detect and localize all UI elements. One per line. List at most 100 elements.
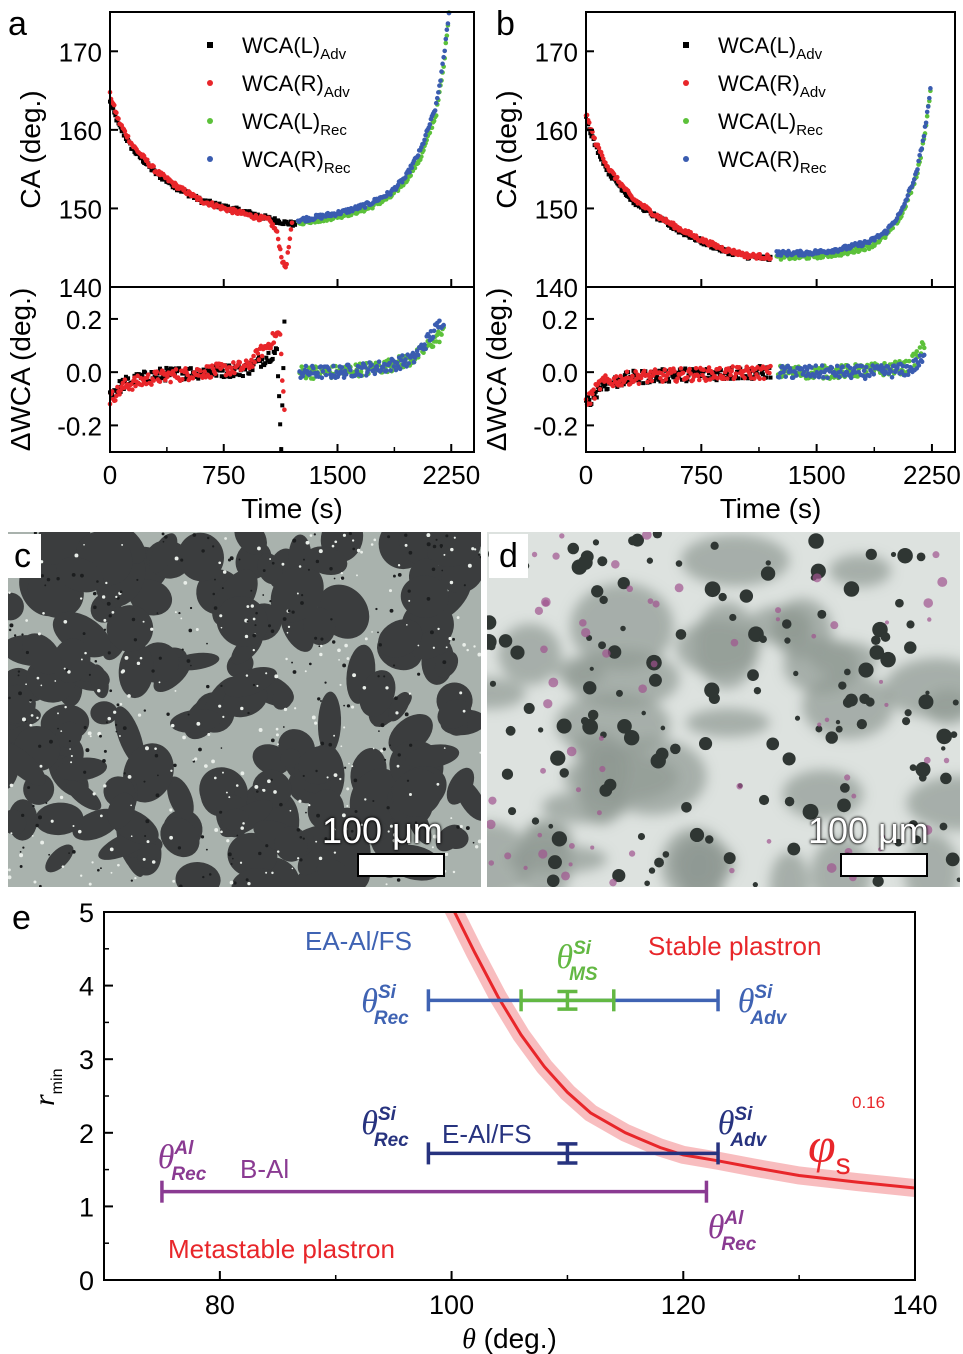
a-dwca-point (299, 364, 305, 369)
c-speck (324, 837, 328, 841)
a-dwca-point (372, 371, 378, 377)
e-curve-line (452, 912, 915, 1190)
b-dwca-point (838, 369, 843, 375)
a-ca-point (271, 219, 276, 224)
a-dwca-point (414, 348, 420, 354)
c-domain (316, 858, 353, 887)
d-pink-spot (775, 617, 780, 622)
c-speck (92, 591, 97, 596)
c-speck (472, 841, 475, 844)
b-legend-marker (683, 156, 689, 162)
b-dwca-point (687, 366, 692, 372)
c-speck (42, 611, 45, 615)
c-speck (395, 837, 399, 842)
b-ca-point (633, 203, 638, 208)
c-speck (115, 595, 118, 598)
b-ytick-label-ca: 150 (535, 194, 578, 224)
c-speck (93, 605, 97, 610)
c-speck (347, 836, 352, 841)
c-speck (64, 705, 67, 709)
a-ca-point (209, 200, 215, 205)
b-ca-point (796, 253, 802, 258)
c-speck (119, 735, 121, 737)
b-ca-point (702, 242, 707, 247)
b-ca-point (631, 201, 636, 206)
c-domain (8, 809, 27, 835)
a-ca-point (293, 222, 298, 227)
a-xtick-label: 1500 (309, 460, 367, 490)
c-speck (69, 748, 71, 750)
b-dwca-point (794, 373, 799, 378)
a-dwca-point (315, 370, 320, 376)
c-speck (211, 759, 215, 764)
d-dot (817, 609, 827, 619)
c-speck (473, 645, 476, 648)
d-dot (591, 585, 604, 598)
c-speck (375, 607, 378, 611)
c-speck (63, 667, 66, 670)
c-speck (463, 584, 466, 587)
d-dot (839, 783, 850, 793)
d-pink-spot (566, 746, 577, 757)
c-domain (427, 533, 481, 567)
a-dwca-point (232, 370, 237, 376)
b-ytick-label-ca: 140 (535, 273, 578, 303)
d-pink-spot (609, 878, 617, 887)
a-dwca-point (430, 344, 436, 349)
c-speck (372, 747, 375, 750)
b-dwca-point (658, 375, 663, 381)
a-ca-point (274, 220, 279, 225)
a-dwca-point (196, 376, 201, 381)
c-speck (85, 748, 90, 753)
c-speck (189, 606, 193, 610)
c-speck (8, 696, 11, 700)
d-pink-spot (487, 819, 496, 830)
b-dwca-point (660, 379, 665, 384)
a-dwca-point (133, 383, 138, 389)
a-dwca-point (343, 372, 349, 377)
b-dwca-point (603, 382, 608, 387)
d-dot (583, 681, 597, 695)
c-speck (31, 835, 34, 837)
c-speck (109, 847, 114, 852)
a-legend-label: WCA(L)Rec (242, 109, 347, 139)
b-ca-point (915, 167, 920, 172)
c-domain (55, 721, 83, 748)
d-pink-spot (730, 638, 739, 647)
c-speck (36, 716, 39, 720)
c-speck (172, 879, 176, 883)
c-speck (233, 881, 237, 885)
c-speck (431, 567, 436, 572)
b-ca-point (608, 174, 613, 179)
e-theta-e-right: θSi Adv (718, 1104, 768, 1151)
c-speck (258, 728, 263, 732)
a-ylabel-ca: CA (deg.) (15, 90, 46, 208)
a-dwca-point (111, 394, 116, 399)
e-theta-ea-right: θSi Adv (738, 982, 788, 1029)
b-dwca-point (672, 368, 677, 374)
c-speck (13, 634, 17, 637)
a-dwca-point (279, 378, 285, 383)
c-speck (408, 792, 412, 796)
c-speck (296, 592, 299, 595)
a-dwca-point (391, 364, 397, 369)
c-domain (295, 868, 326, 887)
d-dot (871, 635, 881, 645)
c-speck (320, 637, 324, 641)
b-dwca-point (675, 376, 681, 381)
c-domain (56, 557, 104, 593)
b-dwca-point (728, 376, 733, 381)
b-ytick-label-ca: 170 (535, 37, 578, 67)
c-speck (432, 646, 435, 649)
c-speck (17, 670, 21, 673)
c-speck (103, 618, 107, 622)
c-speck (340, 576, 345, 580)
a-dwca-point (354, 368, 360, 374)
c-speck (445, 646, 448, 649)
c-speck (346, 804, 349, 807)
b-ca-point (909, 183, 915, 189)
b-dwca-point (729, 368, 734, 374)
c-speck (350, 829, 354, 833)
d-dot (670, 743, 681, 755)
d-dot (890, 551, 897, 558)
